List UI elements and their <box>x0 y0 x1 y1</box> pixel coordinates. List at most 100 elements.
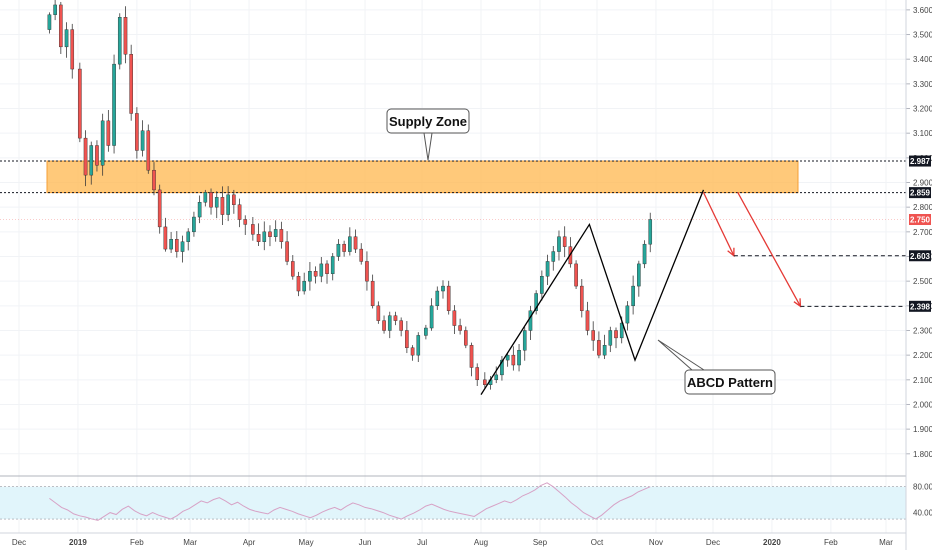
time-tick-label: Dec <box>12 538 26 547</box>
price-tick-label: 2.700 <box>913 228 932 237</box>
candle-body <box>405 330 409 348</box>
price-tag-box <box>909 214 931 226</box>
candle-body <box>273 229 278 237</box>
candle-body <box>494 374 499 381</box>
candle-body <box>631 285 635 307</box>
price-tick-label: 2.000 <box>913 400 932 409</box>
candle-body <box>157 189 162 228</box>
candle-body <box>296 276 301 292</box>
time-tick-label: Sep <box>533 538 548 547</box>
price-tick-label: 3.400 <box>913 55 932 64</box>
price-tag-label: 2.859 <box>910 189 931 198</box>
candle-body <box>393 315 398 321</box>
candle-body <box>441 285 445 292</box>
candle-body <box>469 345 474 368</box>
candle-body <box>152 169 156 191</box>
time-tick-label: May <box>299 538 314 547</box>
candle-body <box>483 379 487 385</box>
time-tick-label: Dec <box>706 538 720 547</box>
candle-body <box>528 310 533 331</box>
time-tick-label: 2019 <box>69 538 87 547</box>
candle-body <box>597 340 601 356</box>
candle-body <box>585 310 590 331</box>
projection-arrow-line <box>702 192 735 257</box>
candle-body <box>625 305 630 324</box>
price-tag-label: 2.398 <box>910 302 931 311</box>
candle-body <box>562 236 567 247</box>
candle-body <box>387 315 392 331</box>
price-tag-label: 2.603 <box>910 252 931 261</box>
candle-body <box>302 280 306 292</box>
candle-body <box>180 241 185 252</box>
supply-zone[interactable] <box>46 160 799 194</box>
candle-body <box>106 120 111 146</box>
candle-body <box>319 263 324 277</box>
time-tick-label: Jul <box>417 538 427 547</box>
candle-body <box>619 322 624 339</box>
abcd-pattern-lines[interactable] <box>480 189 705 395</box>
price-axis[interactable]: 3.6003.5003.4003.3003.2003.1003.0002.900… <box>906 6 932 459</box>
candle-body <box>424 327 428 336</box>
candle-body <box>47 14 52 30</box>
rsi-band <box>0 486 906 520</box>
projection-arrows[interactable] <box>702 192 906 308</box>
candle-body <box>100 120 105 166</box>
time-tick-label: Mar <box>183 538 197 547</box>
candle-body <box>129 54 133 114</box>
supply-zone-callout[interactable]: Supply Zone <box>386 108 470 161</box>
candle-body <box>464 330 468 346</box>
candle-body <box>330 256 335 274</box>
candle-body <box>226 194 230 215</box>
price-tick-label: 3.500 <box>913 31 932 40</box>
candle-body <box>534 293 538 311</box>
candle-body <box>290 261 295 277</box>
candle-body <box>89 145 94 176</box>
candle-body <box>169 239 173 250</box>
candle-body <box>220 197 225 215</box>
candle-body <box>348 236 352 252</box>
price-tick-label: 2.900 <box>913 179 932 188</box>
candle-body <box>209 192 213 208</box>
abcd-callout-pointer <box>657 339 705 371</box>
candle-body <box>262 231 267 242</box>
candle-body <box>410 347 415 356</box>
abcd-pattern-callout[interactable]: ABCD Pattern <box>657 339 776 395</box>
candle-body <box>642 243 647 265</box>
time-axis[interactable]: Dec 2019 Feb Mar Apr May Jun Jul Aug Sep Oct Nov Dec… <box>12 538 893 547</box>
candle-body <box>308 271 312 282</box>
projection-arrow-line <box>737 192 802 307</box>
candle-body <box>446 285 451 311</box>
horizontal-level-lines <box>0 160 906 220</box>
candle-body <box>78 68 82 139</box>
candle-body <box>591 330 595 341</box>
candlesticks <box>47 0 653 390</box>
candle-body <box>517 350 521 366</box>
candle-body <box>365 261 369 282</box>
rsi-indicator[interactable]: 80.00 40.00 <box>0 482 932 521</box>
candle-body <box>602 345 607 356</box>
candle-body <box>336 243 341 257</box>
candle-body <box>522 330 527 351</box>
time-tick-label: Oct <box>591 538 604 547</box>
candle-body <box>648 219 653 245</box>
candle-body <box>608 330 613 346</box>
candle-body <box>505 354 510 361</box>
candle-body <box>325 263 329 274</box>
price-tag-label: 2.750 <box>910 216 931 225</box>
candle-body <box>511 354 516 366</box>
price-tick-label: 2.300 <box>913 326 932 335</box>
candle-body <box>342 243 346 252</box>
candle-body <box>500 359 504 376</box>
time-tick-label: Nov <box>649 538 663 547</box>
time-tick-label: Feb <box>824 538 838 547</box>
price-tag-box <box>909 155 931 167</box>
candle-body <box>95 145 99 166</box>
candle-body <box>399 320 403 331</box>
candle-body <box>279 229 284 242</box>
candle-body <box>243 219 248 225</box>
price-tick-label: 3.600 <box>913 6 932 15</box>
candle-body <box>123 17 128 55</box>
candle-body <box>256 234 261 242</box>
candle-body <box>214 197 219 208</box>
